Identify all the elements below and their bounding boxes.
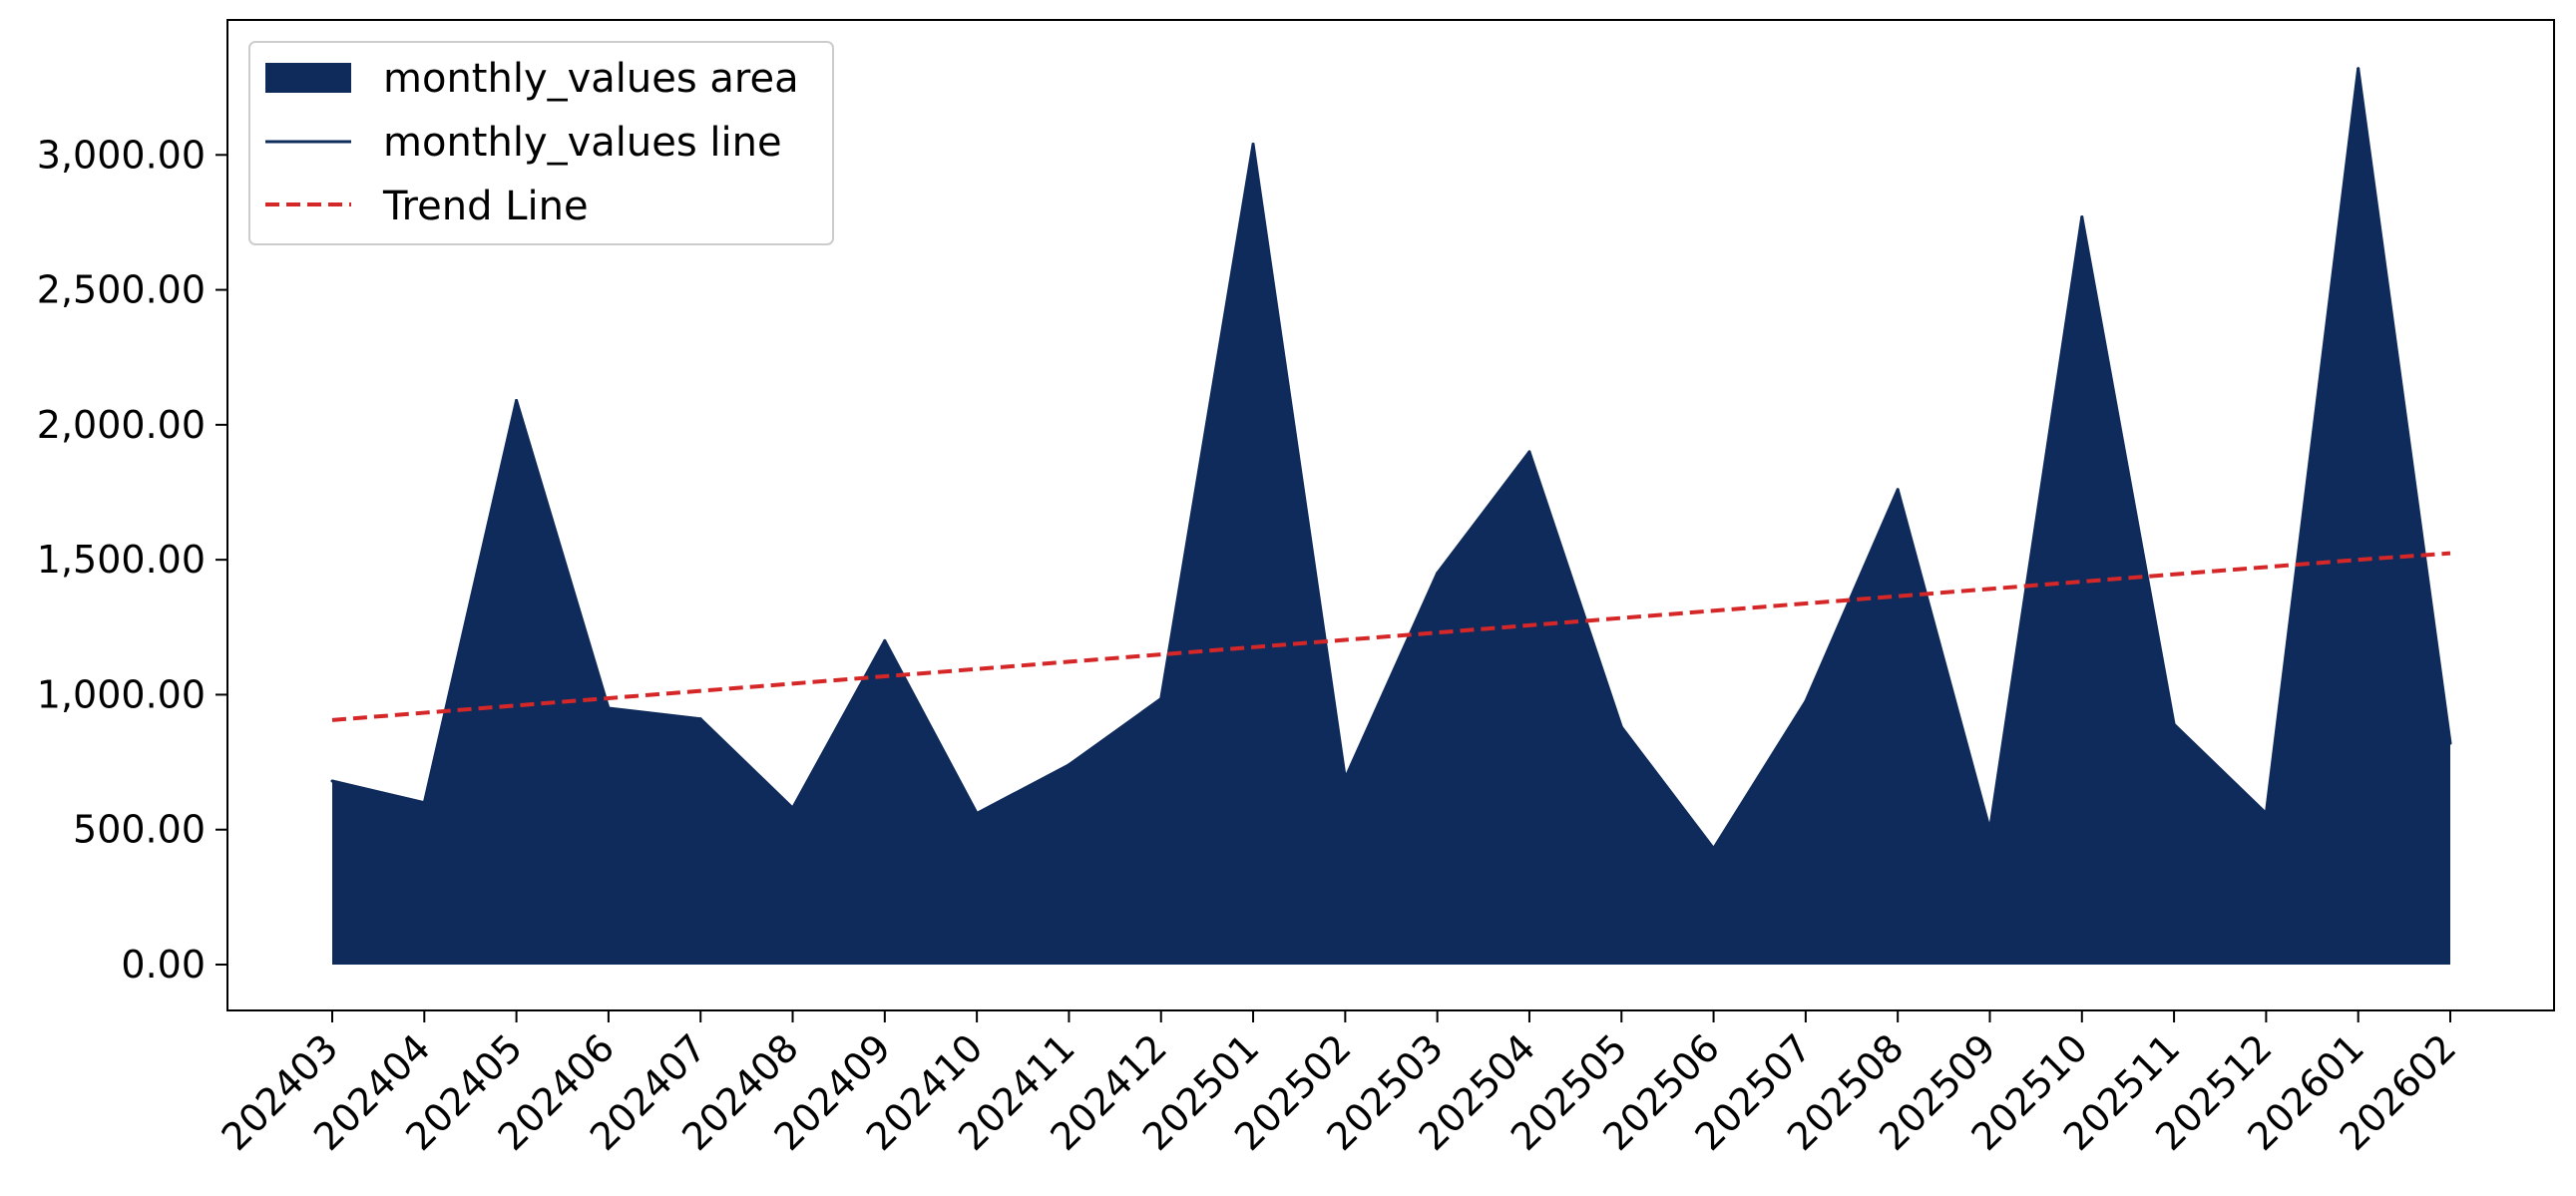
data-point-202601: [2357, 67, 2361, 71]
value-line: [331, 67, 2452, 851]
data-point-202505: [1619, 725, 1623, 729]
y-tick-label: 1,000.00: [37, 672, 206, 716]
data-point-202410: [975, 811, 979, 815]
data-point-202412: [1159, 696, 1163, 700]
legend-box: [248, 41, 834, 245]
y-tick-label: 2,500.00: [37, 268, 206, 312]
data-point-202503: [1436, 572, 1440, 576]
data-point-202507: [1804, 699, 1808, 703]
data-point-202508: [1896, 488, 1900, 492]
data-point-202407: [698, 717, 702, 721]
data-point-202510: [2080, 215, 2084, 219]
plot-frame: [226, 19, 2555, 1011]
data-point-202602: [2448, 741, 2452, 745]
data-point-202502: [1343, 776, 1347, 780]
data-point-202403: [330, 779, 334, 783]
y-tick-label: 2,000.00: [37, 403, 206, 447]
trend-line: [331, 551, 2451, 722]
data-point-202406: [607, 706, 611, 710]
y-tick-label: 0.00: [121, 943, 206, 987]
legend: monthly_values area monthly_values line …: [248, 41, 834, 245]
data-point-202501: [1251, 142, 1255, 146]
legend-label-area: monthly_values area: [383, 56, 799, 102]
data-point-202404: [422, 801, 426, 805]
data-point-202409: [883, 638, 887, 642]
data-point-202509: [1987, 828, 1991, 832]
y-tick-label: 500.00: [73, 808, 206, 852]
y-tick-label: 1,500.00: [37, 538, 206, 582]
data-point-202504: [1527, 450, 1531, 454]
plot-area: [330, 67, 2452, 966]
legend-swatch-area: [265, 63, 351, 93]
y-tick-label: 3,000.00: [37, 133, 206, 177]
area-fill: [332, 68, 2450, 966]
data-point-202511: [2172, 722, 2176, 726]
legend-label-trend: Trend Line: [382, 184, 589, 229]
data-point-202405: [515, 399, 519, 403]
data-point-202506: [1712, 847, 1716, 851]
data-point-202411: [1067, 763, 1071, 767]
data-point-202512: [2264, 811, 2268, 815]
data-point-202408: [791, 806, 795, 810]
legend-label-line: monthly_values line: [383, 120, 782, 166]
